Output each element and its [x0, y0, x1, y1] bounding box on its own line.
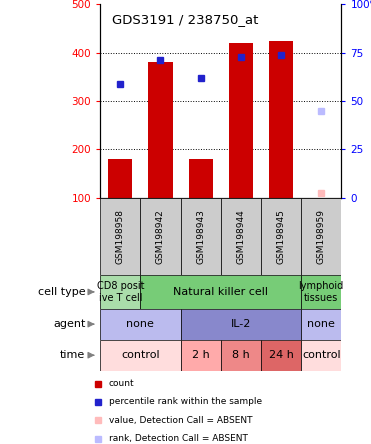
Bar [108, 159, 132, 198]
Bar [100, 275, 140, 309]
Bar [301, 198, 341, 275]
Bar [261, 198, 301, 275]
Text: GSM198942: GSM198942 [156, 209, 165, 264]
Bar [140, 275, 301, 309]
Text: CD8 posit
ive T cell: CD8 posit ive T cell [96, 281, 144, 303]
Bar [301, 275, 341, 309]
Text: control: control [302, 350, 341, 360]
Bar [100, 198, 140, 275]
Bar [148, 63, 173, 198]
Bar [261, 340, 301, 371]
Text: none: none [127, 319, 154, 329]
Text: lymphoid
tissues: lymphoid tissues [299, 281, 344, 303]
Text: agent: agent [53, 319, 85, 329]
Text: percentile rank within the sample: percentile rank within the sample [109, 397, 262, 406]
Text: cell type: cell type [38, 287, 85, 297]
Text: Natural killer cell: Natural killer cell [173, 287, 268, 297]
Text: GSM198943: GSM198943 [196, 209, 205, 264]
Bar [100, 340, 181, 371]
Bar [181, 198, 221, 275]
Text: 8 h: 8 h [232, 350, 250, 360]
Bar [100, 309, 181, 340]
Text: GSM198958: GSM198958 [116, 209, 125, 264]
Text: IL-2: IL-2 [231, 319, 251, 329]
Text: GSM198945: GSM198945 [276, 209, 286, 264]
Bar [181, 309, 301, 340]
Text: value, Detection Call = ABSENT: value, Detection Call = ABSENT [109, 416, 252, 425]
Bar [301, 309, 341, 340]
Text: rank, Detection Call = ABSENT: rank, Detection Call = ABSENT [109, 434, 248, 443]
Text: time: time [60, 350, 85, 360]
Text: control: control [121, 350, 160, 360]
Text: 2 h: 2 h [192, 350, 210, 360]
Bar [221, 340, 261, 371]
Text: GSM198959: GSM198959 [317, 209, 326, 264]
Text: count: count [109, 379, 135, 388]
Bar [140, 198, 181, 275]
Bar [181, 340, 221, 371]
Bar [229, 43, 253, 198]
Bar [269, 41, 293, 198]
Text: GSM198944: GSM198944 [236, 209, 245, 264]
Bar [221, 198, 261, 275]
Text: none: none [307, 319, 335, 329]
Bar [301, 340, 341, 371]
Text: GDS3191 / 238750_at: GDS3191 / 238750_at [112, 13, 259, 26]
Text: 24 h: 24 h [269, 350, 293, 360]
Bar [188, 159, 213, 198]
